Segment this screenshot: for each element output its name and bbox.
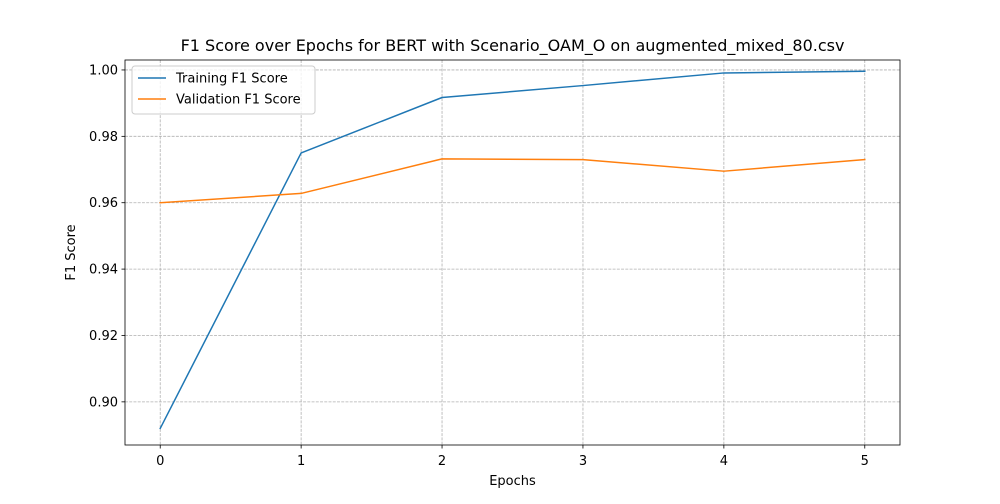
- y-tick-label: 1.00: [89, 63, 118, 78]
- y-tick-label: 0.98: [89, 130, 118, 145]
- x-tick-label: 1: [297, 454, 305, 469]
- x-axis-label: Epochs: [489, 474, 536, 489]
- y-tick-label: 0.92: [89, 329, 118, 344]
- x-tick-label: 4: [720, 454, 728, 469]
- plot-area: [125, 60, 900, 445]
- x-tick-label: 2: [438, 454, 446, 469]
- y-tick-label: 0.96: [89, 196, 118, 211]
- legend-label-training: Training F1 Score: [175, 72, 288, 87]
- legend-label-validation: Validation F1 Score: [176, 93, 301, 108]
- legend: Training F1 Score Validation F1 Score: [132, 66, 315, 114]
- y-tick-label: 0.94: [89, 263, 118, 278]
- chart-title: F1 Score over Epochs for BERT with Scena…: [181, 36, 845, 56]
- x-tick-label: 3: [579, 454, 587, 469]
- x-tick-label: 0: [156, 454, 164, 469]
- y-tick-label: 0.90: [89, 395, 118, 410]
- x-tick-label: 5: [861, 454, 869, 469]
- y-axis-label: F1 Score: [64, 224, 79, 280]
